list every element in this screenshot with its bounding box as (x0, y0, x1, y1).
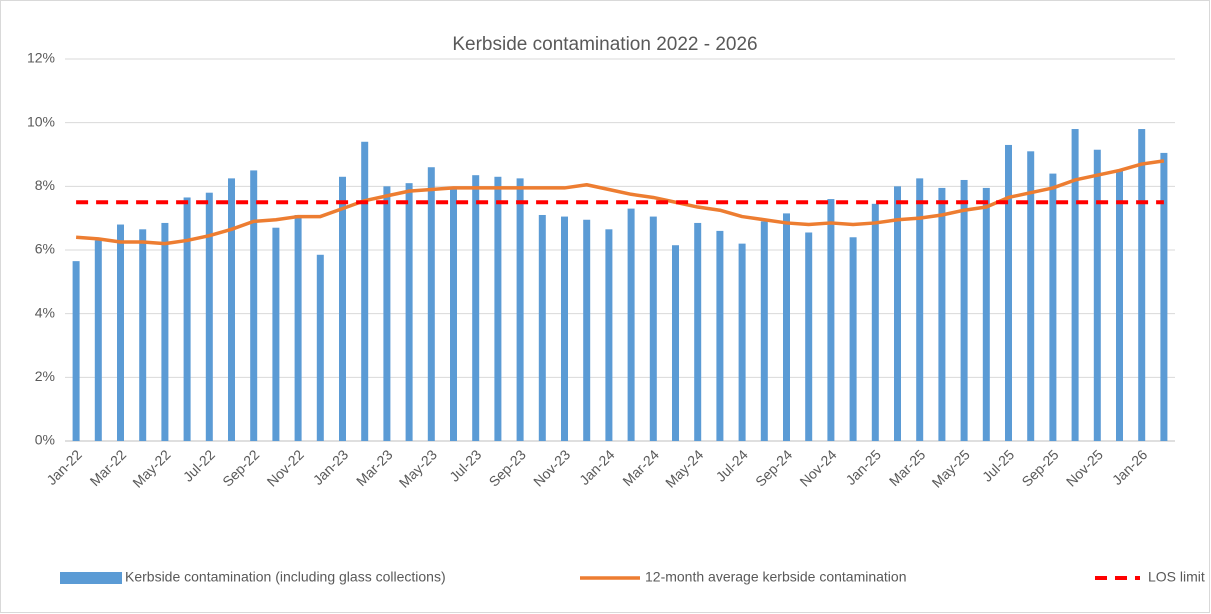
bar (1005, 144, 1012, 441)
y-tick-label: 4% (35, 304, 55, 320)
bar (561, 216, 568, 441)
bar (672, 245, 679, 441)
bar (649, 216, 657, 441)
bar (583, 219, 591, 441)
y-tick-label: 12% (27, 50, 55, 66)
bar (1160, 152, 1168, 442)
bar (982, 187, 990, 441)
bar (117, 224, 124, 441)
bar (450, 189, 457, 441)
bar (871, 203, 879, 441)
bar (538, 214, 546, 441)
bar (627, 208, 635, 441)
bar (716, 230, 724, 441)
bar (272, 227, 280, 441)
bar (294, 214, 302, 441)
bar (1138, 129, 1146, 442)
legend-label: 12-month average kerbside contamination (645, 569, 907, 585)
bar (894, 186, 901, 441)
bar (694, 222, 702, 441)
bar (805, 232, 813, 441)
bar (916, 178, 924, 441)
chart-title: Kerbside contamination 2022 - 2026 (452, 34, 757, 55)
bar (938, 187, 946, 441)
bar (339, 176, 346, 442)
y-tick-label: 8% (35, 177, 55, 193)
y-tick-label: 6% (35, 241, 55, 257)
bar (383, 186, 391, 441)
bar (72, 261, 80, 441)
bar (205, 192, 213, 441)
bar (405, 183, 413, 441)
bar (427, 167, 435, 441)
bar (361, 141, 369, 441)
y-tick-label: 0% (35, 432, 55, 448)
bar (827, 199, 835, 441)
bar (316, 254, 324, 441)
bar (1027, 151, 1035, 442)
bar (738, 243, 746, 441)
bar (94, 240, 102, 441)
bar (1071, 129, 1079, 442)
bar (1049, 173, 1057, 441)
bar (250, 170, 258, 441)
bar (472, 175, 480, 442)
y-tick-label: 2% (35, 368, 55, 384)
bar (139, 229, 147, 441)
bar (760, 221, 768, 441)
bar (161, 222, 169, 441)
legend-label: Kerbside contamination (including glass … (125, 569, 446, 585)
line (75, 159, 1165, 246)
bar (516, 178, 524, 441)
bar (1093, 149, 1101, 441)
bar (228, 178, 235, 441)
legend-swatch (60, 572, 122, 584)
bar (183, 197, 191, 441)
bar (960, 179, 968, 441)
bar (605, 229, 613, 441)
y-tick-label: 10% (27, 113, 55, 129)
bar (849, 237, 857, 441)
legend-label: LOS limit (1148, 569, 1205, 585)
bar (1116, 170, 1123, 441)
bar (494, 176, 502, 442)
bar (783, 213, 790, 441)
